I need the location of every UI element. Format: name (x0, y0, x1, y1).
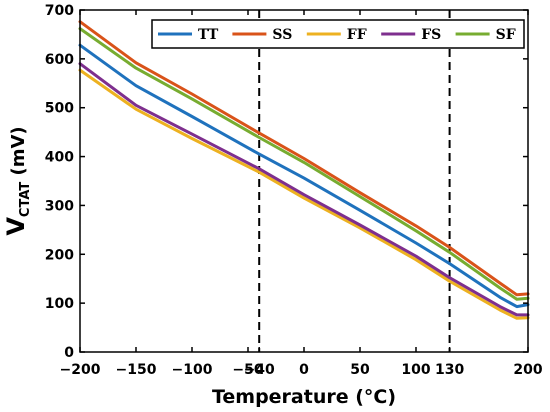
y-axis-label-unit: (mV) (8, 126, 29, 181)
y-axis-label-main: V (2, 217, 30, 236)
series-line-sf (78, 27, 530, 301)
legend-label-ff: FF (347, 27, 367, 43)
plot-area (78, 9, 530, 353)
series-line-ss (78, 20, 530, 297)
x-tick-label: 50 (350, 362, 370, 378)
x-tick-label: −200 (60, 362, 101, 378)
x-tick-label: 0 (299, 362, 309, 378)
x-axis-label: Temperature (°C) (212, 386, 396, 408)
y-tick-label: 700 (45, 3, 74, 19)
x-tick-label: 100 (401, 362, 430, 378)
axis-ticks: −200 −150 −100 −50−40 0 50 100 130 200 0 100 200 300… (45, 3, 543, 378)
y-tick-label: 100 (45, 296, 74, 312)
x-tick-label: −40 (244, 362, 275, 378)
legend: TT SS FF FS SF (151, 19, 525, 49)
y-tick-label: 300 (45, 198, 74, 214)
x-tick-label: −100 (172, 362, 213, 378)
y-tick-label: 600 (45, 52, 74, 68)
y-axis-label-subscript: CTAT (18, 182, 33, 217)
legend-label-sf: SF (496, 27, 516, 43)
y-tick-label: 500 (45, 101, 74, 117)
x-tick-label: −150 (116, 362, 157, 378)
y-axis-label: VCTAT (mV) (2, 126, 33, 235)
legend-label-tt: TT (198, 27, 219, 43)
y-tick-label: 400 (45, 150, 74, 166)
series-line-tt (78, 43, 530, 309)
x-tick-label: 200 (513, 362, 542, 378)
y-tick-label: 200 (45, 247, 74, 263)
plot-frame (79, 9, 529, 353)
x-tick-label: −50 (232, 362, 263, 378)
series-line-fs (78, 62, 530, 317)
series-line-ff (78, 68, 530, 320)
legend-label-ss: SS (272, 27, 292, 43)
x-tick-label: 130 (435, 362, 464, 378)
legend-label-fs: FS (421, 27, 441, 43)
y-tick-label: 0 (64, 345, 74, 361)
